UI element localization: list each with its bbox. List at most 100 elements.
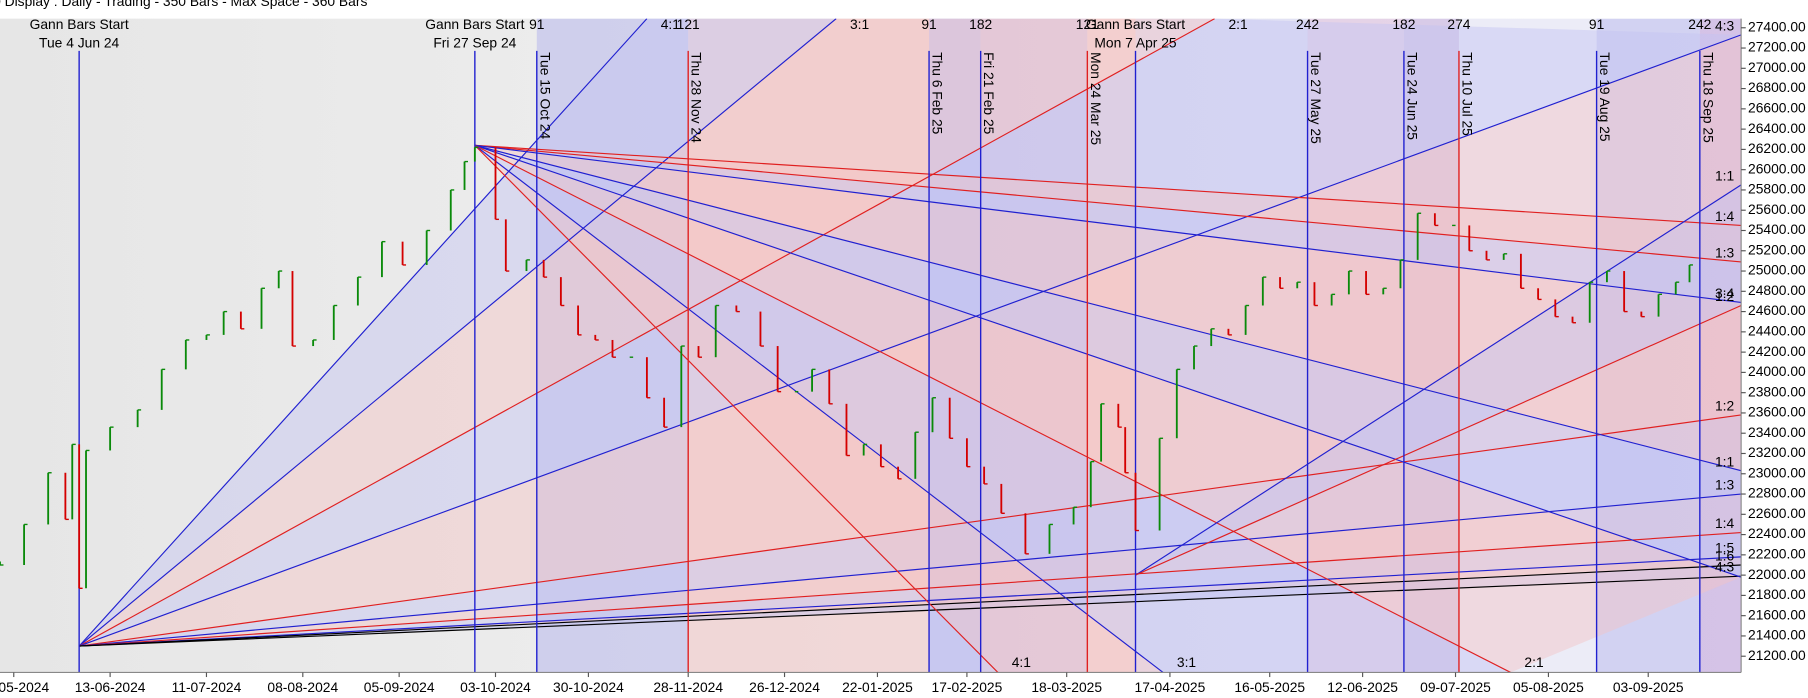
fan-line [474, 144, 999, 673]
fan-line [474, 144, 1511, 673]
x-tick-label: 17-04-2025 [1135, 679, 1206, 695]
time-line-label: Thu 10 Jul 25 [1459, 52, 1475, 136]
y-tick-label: 26600.00 [1748, 100, 1806, 116]
fan-line [79, 493, 1742, 647]
cycle-count-label: 91 [529, 16, 545, 32]
fan-line [1135, 184, 1742, 576]
y-tick-label: 26400.00 [1748, 120, 1806, 136]
fan-ratio-label: 1:1 [1715, 167, 1735, 183]
y-tick-label: 22200.00 [1748, 546, 1806, 562]
y-tick-label: 27000.00 [1748, 59, 1806, 75]
x-tick-label: 16-05-2025 [1234, 679, 1305, 695]
fan-ratio-label: 4:3 [1715, 559, 1735, 575]
x-tick-label: 13-06-2024 [75, 679, 146, 695]
y-tick-label: 23800.00 [1748, 383, 1806, 399]
gann-start-label: Tue 4 Jun 24 [39, 35, 120, 51]
fan-ratio-label: 3:1 [850, 16, 870, 32]
time-line-label: Tue 15 Oct 24 [537, 52, 553, 139]
fan-ratio-label: 2:1 [1228, 16, 1248, 32]
time-line-label: Thu 18 Sep 25 [1700, 52, 1716, 143]
y-tick-label: 23200.00 [1748, 444, 1806, 460]
time-lines [78, 50, 1701, 673]
y-tick-label: 22600.00 [1748, 505, 1806, 521]
fan-line [78, 18, 837, 647]
y-tick-label: 24200.00 [1748, 343, 1806, 359]
bands [536, 18, 1742, 673]
y-tick-label: 25800.00 [1748, 181, 1806, 197]
y-tick-label: 22800.00 [1748, 485, 1806, 501]
fan-ratio-label: 1:2 [1715, 398, 1734, 414]
y-tick-label: 23600.00 [1748, 404, 1806, 420]
fan-line [474, 144, 1742, 263]
x-tick-label: 28-11-2024 [653, 679, 723, 695]
time-band [1307, 18, 1404, 673]
fan-ratio-label: 1:2 [1715, 288, 1734, 304]
time-band [1135, 18, 1308, 673]
y-tick-label: 26800.00 [1748, 79, 1806, 95]
time-band [688, 18, 930, 673]
y-tick-label: 27400.00 [1748, 18, 1806, 34]
x-tick-label: 26-12-2024 [749, 679, 820, 695]
fan-line [79, 414, 1742, 647]
fan-line [78, 18, 648, 647]
y-tick-label: 23400.00 [1748, 424, 1806, 440]
y-tick-label: 24000.00 [1748, 363, 1806, 379]
fan-ratio-label: 3:1 [1177, 654, 1197, 670]
time-line-label: Mon 24 Mar 25 [1088, 52, 1104, 145]
y-tick-label: 25200.00 [1748, 241, 1806, 257]
x-tick-label: 03-10-2024 [460, 679, 531, 695]
y-tick-label: 21400.00 [1748, 627, 1806, 643]
fan-line [474, 144, 1742, 227]
fan-line [79, 556, 1742, 647]
fan-line [474, 144, 1164, 673]
x-tick-label: 18-03-2025 [1031, 679, 1102, 695]
time-band [980, 18, 1088, 673]
fan-ratio-label: 4:3 [1715, 17, 1735, 33]
time-line-label: Fri 21 Feb 25 [981, 52, 997, 135]
fan-line [78, 18, 1215, 647]
gann-start-label: Gann Bars Start [30, 16, 129, 32]
y-tick-label: 26000.00 [1748, 160, 1806, 176]
y-tick-label: 24800.00 [1748, 282, 1806, 298]
time-band [929, 18, 981, 673]
cycle-count-label: 182 [1392, 16, 1415, 32]
x-tick-label: 03-09-2025 [1613, 679, 1684, 695]
gann-start-label: Gann Bars Start [425, 16, 524, 32]
time-line-label: Thu 28 Nov 24 [689, 52, 705, 143]
gann-start-label: Fri 27 Sep 24 [433, 35, 516, 51]
fan-ratio-label: 1:5 [1715, 539, 1735, 555]
x-tick-label: 22-01-2025 [842, 679, 913, 695]
y-tick-label: 25000.00 [1748, 262, 1806, 278]
time-line-label: Tue 24 Jun 25 [1404, 52, 1420, 140]
y-tick-label: 25400.00 [1748, 221, 1806, 237]
fan-ratio-label: 1:3 [1715, 477, 1735, 493]
time-line-label: Tue 19 Aug 25 [1597, 52, 1613, 142]
axes: 21200.00 21400.00 21600.00 21800.00 22000.00… [0, 18, 1806, 695]
fan-line [474, 144, 1742, 578]
y-tick-label: 27200.00 [1748, 39, 1806, 55]
fan-line [79, 564, 1742, 647]
fan-line [79, 575, 1742, 647]
x-tick-label: 17-02-2025 [932, 679, 1003, 695]
fan-line [474, 144, 1742, 304]
labels: 4:1 3:1 2:1 4:31:21:31:41:51:64:31:41:33:41… [30, 16, 1735, 670]
x-tick-label: 30-10-2024 [553, 679, 624, 695]
gann-start-label: Mon 7 Apr 25 [1094, 35, 1177, 51]
fan-ratio-label: 1:3 [1715, 245, 1735, 261]
y-tick-label: 21800.00 [1748, 586, 1806, 602]
fan-fill [79, 18, 1742, 647]
cycle-count-label: 121 [677, 16, 700, 32]
fan-ratio-label: 1:1 [1715, 453, 1735, 469]
time-band [1699, 18, 1742, 673]
fan-ratio-label: 4:1 [661, 16, 681, 32]
y-tick-label: 24400.00 [1748, 323, 1806, 339]
cycle-count-label: 121 [1076, 16, 1099, 32]
fan-ratio-label: 1:4 [1715, 208, 1735, 224]
time-line-label: Thu 6 Feb 25 [930, 52, 946, 135]
y-tick-label: 24600.00 [1748, 302, 1806, 318]
y-tick-label: 21200.00 [1748, 647, 1806, 663]
fan-line [1135, 304, 1742, 576]
cycle-count-label: 274 [1447, 16, 1470, 32]
price-bars [0, 146, 1693, 589]
